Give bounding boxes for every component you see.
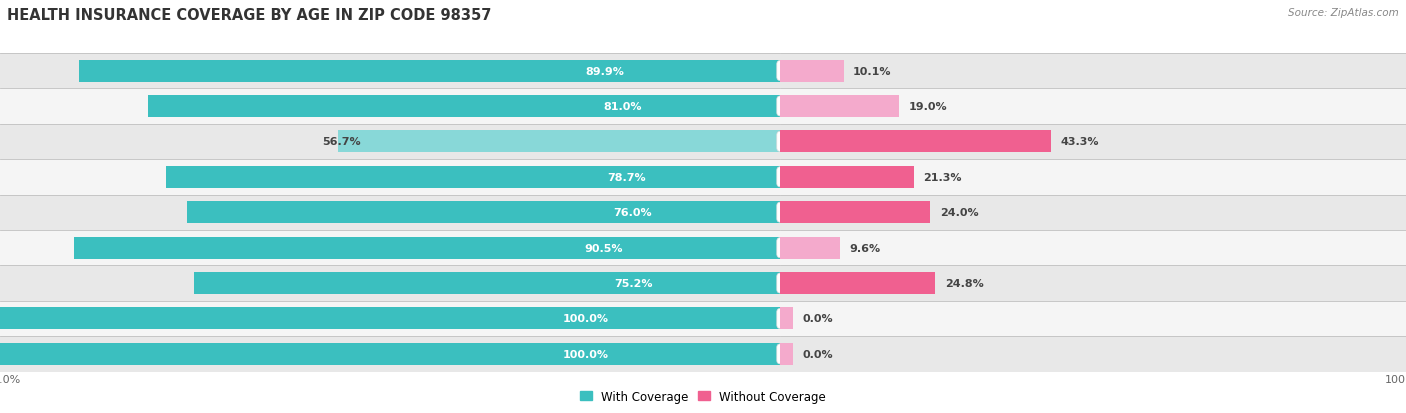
Bar — [780, 96, 900, 118]
Bar — [75, 237, 780, 259]
Bar — [780, 166, 914, 188]
Bar — [780, 336, 1406, 372]
Bar — [780, 230, 1406, 266]
Bar — [780, 301, 1406, 336]
Text: 75.2%: 75.2% — [614, 278, 652, 288]
Bar — [0, 89, 780, 124]
Text: 35 to 44 Years: 35 to 44 Years — [780, 206, 872, 219]
Bar — [0, 266, 780, 301]
Bar — [780, 124, 1406, 160]
Legend: With Coverage, Without Coverage: With Coverage, Without Coverage — [579, 390, 827, 403]
Text: 21.3%: 21.3% — [922, 172, 962, 183]
Text: 45 to 54 Years: 45 to 54 Years — [780, 242, 872, 254]
Bar — [780, 343, 793, 365]
Bar — [0, 343, 780, 365]
Text: 76.0%: 76.0% — [613, 208, 651, 218]
Bar — [780, 202, 931, 224]
Bar — [780, 160, 1406, 195]
Bar — [780, 60, 844, 82]
Bar — [0, 301, 780, 336]
Text: 0.0%: 0.0% — [803, 314, 832, 324]
Text: 26 to 34 Years: 26 to 34 Years — [780, 171, 872, 184]
Text: 6 to 18 Years: 6 to 18 Years — [780, 100, 865, 113]
Bar — [780, 131, 1052, 153]
Text: 9.6%: 9.6% — [849, 243, 882, 253]
Text: Under 6 Years: Under 6 Years — [780, 65, 870, 78]
Text: 90.5%: 90.5% — [585, 243, 623, 253]
Bar — [0, 308, 780, 330]
Bar — [0, 124, 780, 160]
Bar — [780, 237, 841, 259]
Bar — [194, 273, 780, 294]
Bar — [166, 166, 780, 188]
Bar — [0, 195, 780, 230]
Bar — [0, 54, 780, 89]
Text: HEALTH INSURANCE COVERAGE BY AGE IN ZIP CODE 98357: HEALTH INSURANCE COVERAGE BY AGE IN ZIP … — [7, 8, 492, 23]
Bar — [780, 266, 1406, 301]
Text: 24.0%: 24.0% — [939, 208, 979, 218]
Text: 24.8%: 24.8% — [945, 278, 984, 288]
Text: 0.0%: 0.0% — [803, 349, 832, 359]
Text: Source: ZipAtlas.com: Source: ZipAtlas.com — [1288, 8, 1399, 18]
Text: 100.0%: 100.0% — [562, 349, 609, 359]
Text: 89.9%: 89.9% — [585, 66, 624, 76]
Text: 43.3%: 43.3% — [1060, 137, 1099, 147]
Text: 19.0%: 19.0% — [908, 102, 948, 112]
Text: 10.1%: 10.1% — [853, 66, 891, 76]
Bar — [337, 131, 780, 153]
Bar — [780, 54, 1406, 89]
Bar — [79, 60, 780, 82]
Text: 78.7%: 78.7% — [607, 172, 647, 183]
Bar — [0, 336, 780, 372]
Text: 75 Years and older: 75 Years and older — [780, 348, 897, 361]
Bar — [780, 89, 1406, 124]
Bar — [780, 273, 935, 294]
Bar — [187, 202, 780, 224]
Text: 55 to 64 Years: 55 to 64 Years — [780, 277, 872, 290]
Text: 65 to 74 Years: 65 to 74 Years — [780, 312, 872, 325]
Text: 19 to 25 Years: 19 to 25 Years — [780, 135, 872, 149]
Bar — [148, 96, 780, 118]
Bar — [0, 160, 780, 195]
Text: 81.0%: 81.0% — [603, 102, 641, 112]
Text: 100.0%: 100.0% — [562, 314, 609, 324]
Bar — [780, 195, 1406, 230]
Bar — [780, 308, 793, 330]
Text: 56.7%: 56.7% — [322, 137, 361, 147]
Bar — [0, 230, 780, 266]
